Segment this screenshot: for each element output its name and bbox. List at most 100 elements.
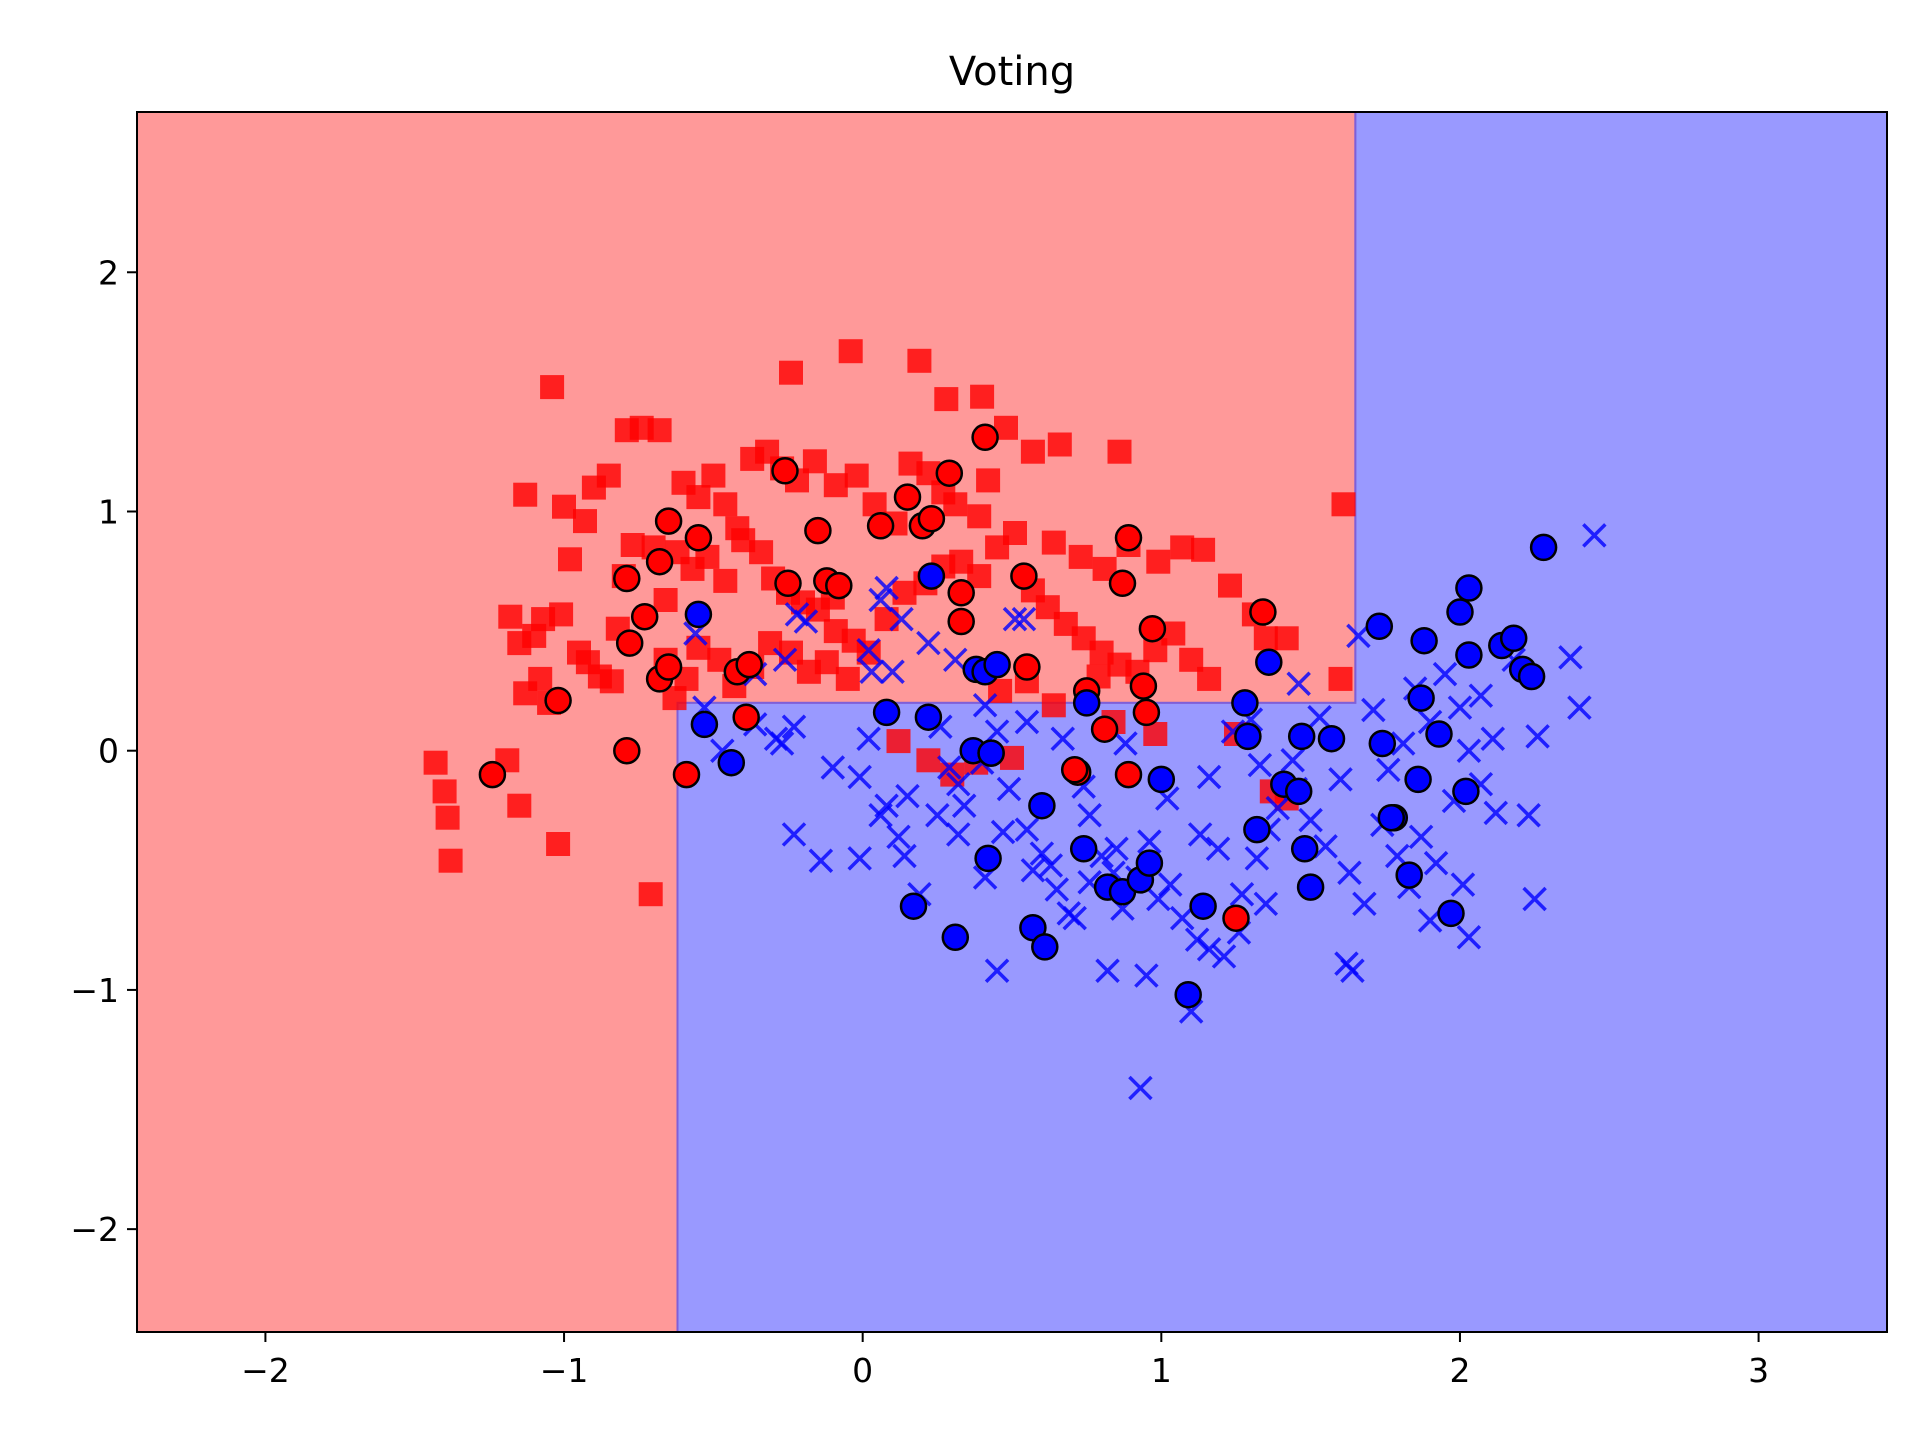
test-point-circle: [1072, 689, 1101, 717]
test-point-circle: [1290, 835, 1319, 863]
train-point-square: [423, 750, 448, 775]
test-point-circle: [1129, 672, 1158, 700]
test-point-circle: [1174, 980, 1202, 1009]
train-point-x: [1044, 877, 1070, 902]
test-point-circle: [613, 736, 641, 765]
test-point-circle: [654, 507, 683, 535]
x-tick-label: −1: [540, 1351, 589, 1390]
train-point-square: [1274, 626, 1299, 651]
train-point-x: [1229, 881, 1255, 907]
train-point-square: [970, 384, 995, 409]
train-point-x: [1205, 836, 1231, 862]
test-point-circle: [684, 524, 713, 552]
train-point-square: [498, 604, 523, 629]
train-point-x: [895, 783, 920, 809]
train-point-x: [1432, 661, 1458, 687]
test-point-circle: [717, 748, 746, 777]
train-point-x: [1352, 891, 1377, 917]
y-tick-label: 2: [98, 253, 119, 292]
train-point-square: [620, 533, 645, 557]
train-point-square: [653, 588, 678, 612]
x-tick-label: 3: [1748, 1351, 1769, 1390]
train-point-square: [558, 547, 582, 572]
test-point-circle: [1069, 835, 1098, 863]
train-point-x: [781, 822, 807, 847]
test-point-circle: [1296, 873, 1325, 901]
test-point-circle: [1529, 533, 1558, 562]
test-point-circle: [971, 423, 999, 452]
test-point-circle: [630, 602, 659, 631]
train-point-x: [1077, 803, 1102, 828]
test-point-circle: [1368, 729, 1397, 758]
test-point-circle: [1249, 598, 1277, 626]
train-point-x: [984, 958, 1010, 984]
train-point-square: [892, 580, 917, 605]
train-point-x: [1104, 836, 1129, 862]
test-point-circle: [1317, 724, 1346, 753]
decision-regions: [137, 112, 1887, 1332]
train-point-x: [1265, 795, 1291, 821]
test-point-circle: [1377, 803, 1406, 832]
test-point-circle: [732, 703, 760, 731]
test-point-circle: [1060, 756, 1089, 784]
train-point-x: [1313, 834, 1338, 859]
train-point-square: [916, 748, 941, 773]
train-point-x: [1196, 937, 1222, 962]
train-point-x: [1468, 683, 1494, 708]
train-point-x: [1567, 695, 1592, 720]
train-point-x: [1456, 738, 1482, 763]
train-point-square: [976, 468, 1001, 493]
train-point-x: [793, 609, 819, 634]
test-point-circle: [1090, 715, 1119, 743]
train-point-square: [1020, 439, 1045, 464]
y-tick-label: −1: [70, 971, 119, 1010]
train-point-x: [1286, 671, 1311, 696]
train-point-x: [1038, 853, 1064, 878]
train-point-x: [856, 637, 881, 663]
train-point-square: [1253, 626, 1278, 651]
train-point-square: [1331, 492, 1356, 517]
train-point-square: [838, 339, 863, 364]
train-point-x: [1002, 606, 1028, 632]
test-point-circle: [1010, 562, 1038, 590]
y-tick-label: 1: [98, 492, 119, 531]
train-point-x: [937, 755, 962, 780]
train-point-x: [1113, 731, 1138, 756]
test-point-circle: [1410, 626, 1438, 655]
train-point-x: [1244, 846, 1270, 871]
train-point-x: [916, 630, 941, 656]
test-point-circle: [1437, 899, 1465, 928]
train-point-x: [1522, 886, 1547, 912]
train-point-square: [701, 463, 726, 488]
train-point-x: [781, 714, 807, 740]
train-point-x: [1340, 958, 1365, 984]
train-point-x: [1211, 944, 1237, 969]
x-tick-label: 0: [852, 1351, 873, 1390]
train-point-x: [925, 803, 950, 828]
train-point-x: [1337, 860, 1362, 885]
test-point-circle: [914, 703, 943, 731]
train-point-x: [889, 606, 914, 632]
train-point-square: [1041, 693, 1066, 718]
test-point-circle: [935, 459, 964, 487]
test-point-circle: [893, 483, 922, 511]
train-point-x: [1408, 824, 1434, 850]
train-point-x: [1376, 757, 1401, 783]
test-point-circle: [1135, 849, 1164, 877]
train-point-square: [1170, 535, 1195, 560]
data-points: [423, 339, 1607, 1101]
train-point-x: [808, 848, 834, 873]
train-point-square: [934, 387, 959, 412]
test-point-circle: [947, 579, 975, 607]
test-point-circle: [1138, 614, 1167, 643]
train-point-x: [1158, 872, 1183, 897]
train-point-x: [1307, 704, 1332, 730]
test-point-circle: [974, 844, 1002, 873]
train-point-square: [546, 832, 571, 856]
train-point-square: [967, 504, 992, 529]
train-point-x: [1137, 829, 1162, 854]
x-tick-label: 2: [1449, 1351, 1470, 1390]
train-point-x: [946, 771, 971, 797]
test-point-circle: [977, 739, 1005, 767]
train-point-square: [549, 602, 574, 627]
